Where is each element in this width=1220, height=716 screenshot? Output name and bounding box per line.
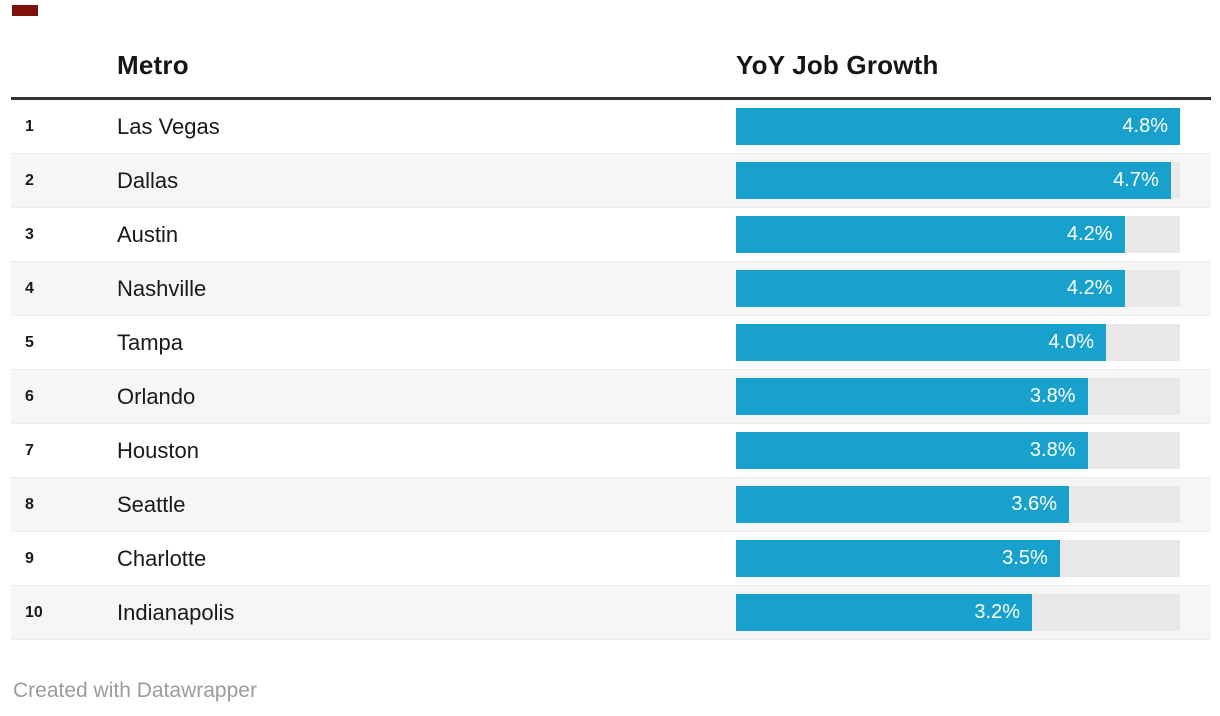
bar-track: 4.8% xyxy=(736,108,1180,145)
rank-cell: 2 xyxy=(25,171,34,189)
rank-cell: 9 xyxy=(25,549,34,567)
metro-cell: Dallas xyxy=(117,167,179,193)
bar: 3.5% xyxy=(736,540,1060,577)
metro-cell: Indianapolis xyxy=(117,599,235,625)
bar-track: 3.8% xyxy=(736,378,1180,415)
bar-value-label: 3.2% xyxy=(974,601,1020,623)
bar-track: 4.0% xyxy=(736,324,1180,361)
bar-track: 4.7% xyxy=(736,162,1180,199)
bar-track: 3.2% xyxy=(736,594,1180,631)
bar-cell: 3.5% xyxy=(736,540,1211,577)
table-header-row: Metro YoY Job Growth xyxy=(11,0,1211,100)
table-row: 5 Tampa 4.0% xyxy=(11,316,1211,370)
metro-cell: Austin xyxy=(117,221,179,247)
table-row: 7 Houston 3.8% xyxy=(11,424,1211,478)
bar: 3.8% xyxy=(736,432,1088,469)
bar-value-label: 4.8% xyxy=(1122,115,1168,137)
bar-track: 4.2% xyxy=(736,270,1180,307)
bar-cell: 3.2% xyxy=(736,594,1211,631)
bar-cell: 4.8% xyxy=(736,108,1211,145)
bar-cell: 3.8% xyxy=(736,432,1211,469)
metro-cell: Tampa xyxy=(117,329,184,355)
table-body: 1 Las Vegas 4.8% 2 Dallas 4.7% 3 Austin xyxy=(11,100,1211,640)
header-metro: Metro xyxy=(117,50,189,80)
table-row: 6 Orlando 3.8% xyxy=(11,370,1211,424)
bar-cell: 4.2% xyxy=(736,216,1211,253)
bar-value-label: 4.0% xyxy=(1048,331,1094,353)
table-row: 8 Seattle 3.6% xyxy=(11,478,1211,532)
metro-cell: Las Vegas xyxy=(117,113,220,139)
bar-track: 4.2% xyxy=(736,216,1180,253)
metro-cell: Charlotte xyxy=(117,545,207,571)
bar: 4.2% xyxy=(736,216,1125,253)
bar-value-label: 3.8% xyxy=(1029,439,1076,461)
metro-cell: Houston xyxy=(117,437,199,463)
table-row: 3 Austin 4.2% xyxy=(11,208,1211,262)
bar: 3.6% xyxy=(736,486,1069,523)
table-row: 1 Las Vegas 4.8% xyxy=(11,100,1211,154)
table-row: 4 Nashville 4.2% xyxy=(11,262,1211,316)
bar-cell: 4.7% xyxy=(736,162,1211,199)
metro-cell: Nashville xyxy=(117,275,207,301)
rank-cell: 7 xyxy=(25,441,34,459)
rank-cell: 3 xyxy=(25,225,34,243)
bar-value-label: 3.5% xyxy=(1002,547,1048,569)
rank-cell: 1 xyxy=(25,117,34,135)
datawrapper-credit: Created with Datawrapper xyxy=(13,679,257,702)
bar-value-label: 4.7% xyxy=(1113,169,1159,191)
rank-cell: 6 xyxy=(25,387,34,405)
rank-cell: 4 xyxy=(25,279,34,297)
bar: 4.8% xyxy=(736,108,1180,145)
table-row: 10 Indianapolis 3.2% xyxy=(11,586,1211,640)
bar: 4.2% xyxy=(736,270,1125,307)
rank-cell: 10 xyxy=(25,603,43,621)
bar: 3.2% xyxy=(736,594,1032,631)
bar-track: 3.5% xyxy=(736,540,1180,577)
table-row: 2 Dallas 4.7% xyxy=(11,154,1211,208)
red-artifact-mark xyxy=(12,5,38,16)
bar-track: 3.8% xyxy=(736,432,1180,469)
rank-cell: 5 xyxy=(25,333,34,351)
job-growth-table: Metro YoY Job Growth 1 Las Vegas 4.8% 2 … xyxy=(11,0,1211,640)
bar-cell: 3.6% xyxy=(736,486,1211,523)
metro-cell: Seattle xyxy=(117,491,186,517)
bar-cell: 3.8% xyxy=(736,378,1211,415)
bar: 4.0% xyxy=(736,324,1106,361)
bar: 4.7% xyxy=(736,162,1171,199)
metro-cell: Orlando xyxy=(117,383,196,409)
bar-cell: 4.0% xyxy=(736,324,1211,361)
header-yoy-job-growth: YoY Job Growth xyxy=(736,50,939,80)
bar-value-label: 4.2% xyxy=(1066,223,1113,245)
bar-value-label: 3.6% xyxy=(1011,493,1057,515)
bar-value-label: 4.2% xyxy=(1066,277,1113,299)
bar-cell: 4.2% xyxy=(736,270,1211,307)
bar: 3.8% xyxy=(736,378,1088,415)
table-row: 9 Charlotte 3.5% xyxy=(11,532,1211,586)
rank-cell: 8 xyxy=(25,495,34,513)
bar-value-label: 3.8% xyxy=(1029,385,1076,407)
bar-track: 3.6% xyxy=(736,486,1180,523)
